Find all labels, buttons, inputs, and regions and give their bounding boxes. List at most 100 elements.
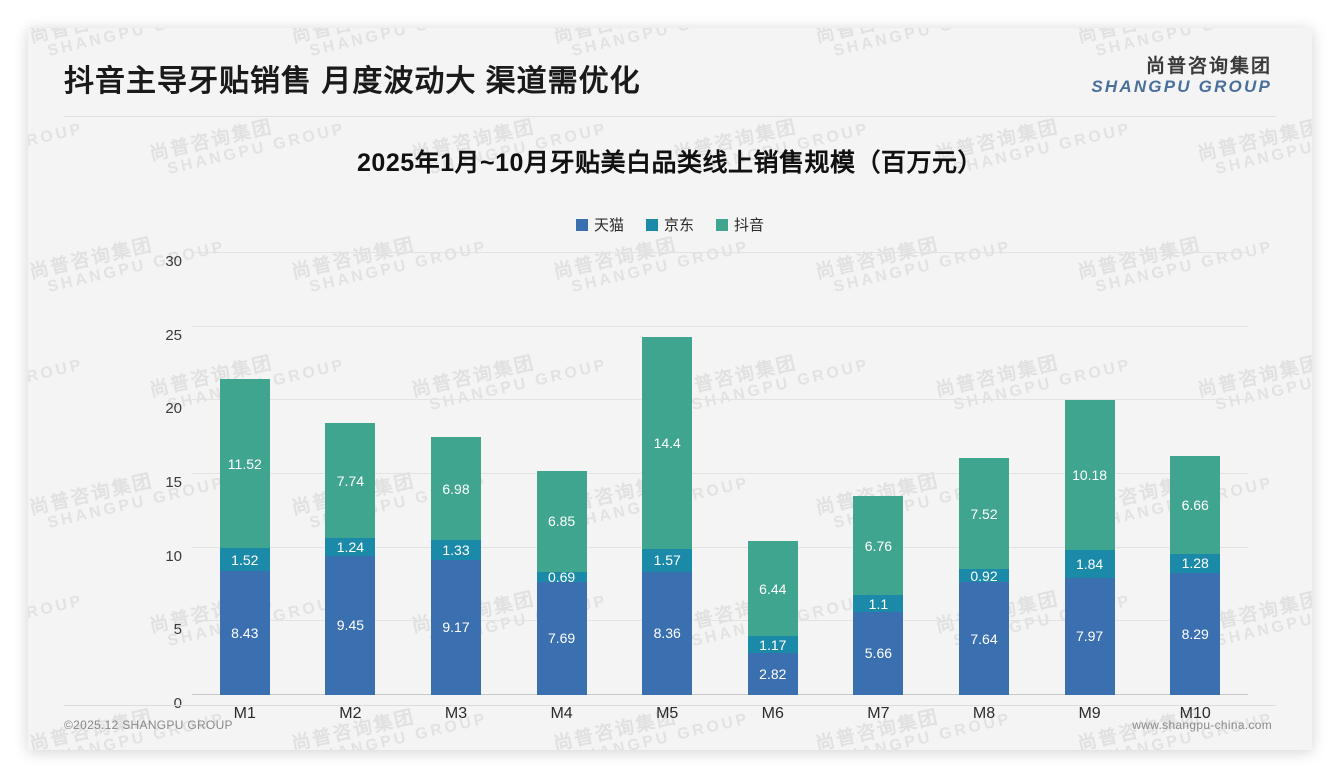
bar-segment-天猫[interactable]: 9.17 bbox=[431, 559, 481, 695]
chart-plot-area: 0 5 10 15 20 25 30 8.43 1.52 11.52 9.45 1.24 7.74 9.… bbox=[165, 252, 1248, 722]
x-axis-label: M9 bbox=[1078, 705, 1101, 722]
bar-value-label: 0.69 bbox=[547, 568, 576, 585]
bar-segment-抖音[interactable]: 10.18 bbox=[1064, 400, 1115, 551]
bar-value-label: 6.98 bbox=[442, 480, 470, 497]
bar-segment-天猫[interactable]: 5.66 bbox=[853, 611, 904, 695]
bar-segment-抖音[interactable]: 6.44 bbox=[747, 541, 798, 637]
bar-value-label: 6.66 bbox=[1181, 496, 1209, 513]
bar-segment-天猫[interactable]: 7.64 bbox=[959, 582, 1009, 695]
bar-value-label: 8.29 bbox=[1181, 625, 1209, 642]
bar-segment-京东[interactable]: 1.33 bbox=[431, 540, 481, 560]
bar-segment-抖音[interactable]: 6.98 bbox=[431, 437, 481, 541]
bar-segment-抖音[interactable]: 7.52 bbox=[959, 458, 1009, 569]
bar-value-label: 1.17 bbox=[759, 636, 787, 653]
legend-item-抖音[interactable]: 抖音 bbox=[716, 214, 764, 235]
bar-value-label: 1.52 bbox=[231, 551, 259, 568]
chart-legend: 天猫 京东 抖音 bbox=[28, 214, 1312, 235]
x-axis-label: M1 bbox=[233, 705, 256, 722]
bar-segment-抖音[interactable]: 14.4 bbox=[642, 336, 693, 549]
bar-value-label: 6.44 bbox=[759, 580, 787, 597]
footer-website: www.shangpu-china.com bbox=[1132, 718, 1272, 732]
bar-segment-天猫[interactable]: 8.29 bbox=[1170, 572, 1221, 695]
bar-segment-京东[interactable]: 1.84 bbox=[1064, 550, 1115, 578]
legend-item-天猫[interactable]: 天猫 bbox=[575, 214, 624, 235]
bar-value-label: 1.28 bbox=[1181, 555, 1209, 572]
watermark-en: SHANGPU GROUP bbox=[28, 592, 86, 650]
bar-segment-抖音[interactable]: 11.52 bbox=[219, 378, 270, 549]
bar-value-label: 9.45 bbox=[336, 617, 365, 634]
bar-value-label: 10.18 bbox=[1072, 467, 1108, 484]
bar-segment-京东[interactable]: 0.69 bbox=[536, 568, 587, 585]
bar-segment-京东[interactable]: 1.1 bbox=[853, 595, 904, 612]
bar-segment-天猫[interactable]: 8.36 bbox=[642, 571, 693, 695]
bar-segment-京东[interactable]: 1.57 bbox=[642, 548, 693, 572]
bar-value-label: 9.17 bbox=[442, 619, 470, 636]
gridline bbox=[192, 473, 1248, 474]
gridline bbox=[192, 620, 1248, 622]
bar-value-label: 8.36 bbox=[653, 625, 681, 642]
bar-segment-天猫[interactable]: 2.82 bbox=[747, 653, 798, 695]
gridline bbox=[192, 399, 1248, 401]
x-axis-label: M6 bbox=[761, 705, 784, 722]
bar-value-label: 6.85 bbox=[547, 513, 576, 530]
x-axis-label: M7 bbox=[867, 705, 890, 722]
page-title: 抖音主导牙贴销售 月度波动大 渠道需优化 bbox=[64, 65, 641, 98]
bar-value-label: 7.69 bbox=[547, 630, 576, 647]
bar-value-label: 5.66 bbox=[864, 645, 893, 662]
x-axis-label: M5 bbox=[656, 705, 679, 722]
gridline bbox=[192, 252, 1248, 253]
bar-value-label: 1.33 bbox=[442, 542, 470, 559]
bar-value-label: 1.1 bbox=[868, 595, 889, 612]
bar-segment-京东[interactable]: 1.52 bbox=[219, 548, 270, 571]
gridline bbox=[192, 325, 1248, 327]
bar-segment-抖音[interactable]: 6.66 bbox=[1170, 455, 1221, 555]
header-divider bbox=[64, 116, 1276, 117]
chart-title: 2025年1月~10月牙贴美白品类线上销售规模（百万元） bbox=[357, 149, 983, 177]
footer-copyright: ©2025.12 SHANGPU GROUP bbox=[64, 718, 233, 732]
bar-segment-天猫[interactable]: 7.97 bbox=[1064, 577, 1115, 695]
legend-swatch-icon bbox=[645, 218, 658, 231]
slide-header: 抖音主导牙贴销售 月度波动大 渠道需优化 尚普咨询集团 SHANGPU GROU… bbox=[28, 28, 1312, 114]
bar-value-label: 7.64 bbox=[970, 630, 998, 647]
watermark-en: SHANGPU GROUP bbox=[28, 356, 86, 414]
legend-item-京东[interactable]: 京东 bbox=[645, 214, 694, 235]
bar-segment-京东[interactable]: 0.92 bbox=[959, 567, 1009, 584]
brand-logo: 尚普咨询集团 SHANGPU GROUP bbox=[1091, 56, 1272, 96]
bar-value-label: 7.74 bbox=[336, 472, 365, 489]
bar-value-label: 1.84 bbox=[1075, 556, 1104, 573]
bar-segment-抖音[interactable]: 6.85 bbox=[536, 470, 587, 572]
x-axis-label: M3 bbox=[444, 705, 468, 722]
bar-value-label: 11.52 bbox=[227, 455, 262, 472]
bar-segment-京东[interactable]: 1.24 bbox=[325, 537, 376, 556]
bar-segment-天猫[interactable]: 8.43 bbox=[219, 570, 270, 695]
bar-segment-抖音[interactable]: 7.74 bbox=[325, 423, 376, 538]
footer-divider bbox=[64, 705, 1276, 706]
brand-name-cn: 尚普咨询集团 bbox=[1145, 56, 1272, 77]
gridline bbox=[192, 694, 1248, 695]
brand-name-en: SHANGPU GROUP bbox=[1091, 77, 1272, 97]
legend-label: 天猫 bbox=[593, 217, 624, 234]
bar-segment-天猫[interactable]: 7.69 bbox=[536, 581, 587, 695]
gridline bbox=[192, 546, 1248, 548]
legend-swatch-icon bbox=[716, 218, 728, 231]
x-axis-label: M2 bbox=[339, 705, 362, 722]
bar-value-label: 0.92 bbox=[970, 567, 998, 584]
bar-segment-京东[interactable]: 1.28 bbox=[1170, 554, 1221, 573]
bar-value-label: 7.97 bbox=[1075, 628, 1104, 645]
bar-value-label: 6.76 bbox=[864, 537, 893, 554]
bar-value-label: 2.82 bbox=[759, 666, 787, 683]
legend-swatch-icon bbox=[575, 218, 588, 231]
watermark-cn: 尚普咨询集团 bbox=[28, 338, 82, 402]
x-axis-label: M10 bbox=[1179, 705, 1211, 722]
bar-value-label: 14.4 bbox=[653, 434, 681, 451]
bar-segment-京东[interactable]: 1.17 bbox=[747, 636, 798, 654]
bar-segment-天猫[interactable]: 9.45 bbox=[325, 555, 376, 695]
bar-value-label: 7.52 bbox=[970, 505, 998, 522]
bar-segment-抖音[interactable]: 6.76 bbox=[853, 495, 904, 596]
bar-series-container: 8.43 1.52 11.52 9.45 1.24 7.74 9.17 1.33 6.98 7.6… bbox=[192, 253, 1248, 695]
watermark-cn: 尚普咨询集团 bbox=[28, 574, 82, 638]
x-axis-label: M4 bbox=[550, 705, 573, 722]
legend-label: 抖音 bbox=[734, 217, 765, 234]
